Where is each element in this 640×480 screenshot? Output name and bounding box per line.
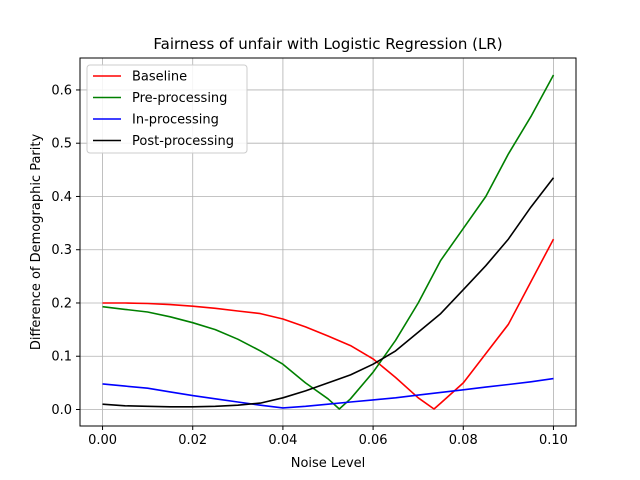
legend: Baseline Pre-processing In-processing Post-… bbox=[86, 64, 248, 154]
x-tick-label: 0.02 bbox=[178, 433, 207, 448]
series-line-in-processing bbox=[102, 377, 554, 409]
x-tick-label: 0.00 bbox=[88, 433, 117, 448]
y-axis-ticks: 0.0 0.1 0.2 0.3 0.4 0.5 0.6 bbox=[51, 83, 80, 418]
y-tick-label: 0.1 bbox=[51, 350, 72, 365]
x-tick-label: 0.08 bbox=[449, 433, 478, 448]
legend-box bbox=[86, 64, 248, 154]
x-tick-label: 0.04 bbox=[268, 433, 297, 448]
y-axis-label: Difference of Demographic Parity bbox=[29, 134, 44, 351]
x-axis-ticks: 0.00 0.02 0.04 0.06 0.08 0.10 bbox=[88, 426, 568, 448]
series-layer bbox=[102, 74, 555, 410]
y-tick-label: 0.4 bbox=[51, 190, 72, 205]
legend-label-baseline: Baseline bbox=[132, 70, 187, 85]
plot-area-frame bbox=[79, 57, 577, 427]
x-tick-label: 0.10 bbox=[539, 433, 568, 448]
x-tick-label: 0.06 bbox=[359, 433, 388, 448]
y-tick-label: 0.0 bbox=[51, 403, 72, 418]
series-line-post-processing bbox=[102, 177, 555, 408]
y-tick-label: 0.2 bbox=[51, 296, 72, 311]
y-tick-label: 0.5 bbox=[51, 137, 72, 152]
y-tick-label: 0.6 bbox=[51, 83, 72, 98]
y-tick-label: 0.3 bbox=[51, 243, 72, 258]
chart-title: Fairness of unfair with Logistic Regress… bbox=[153, 35, 502, 53]
legend-label-pre-processing: Pre-processing bbox=[132, 91, 227, 106]
x-axis-label: Noise Level bbox=[291, 456, 366, 471]
legend-label-post-processing: Post-processing bbox=[132, 134, 234, 149]
series-line-baseline bbox=[102, 238, 555, 410]
legend-label-in-processing: In-processing bbox=[132, 113, 219, 128]
